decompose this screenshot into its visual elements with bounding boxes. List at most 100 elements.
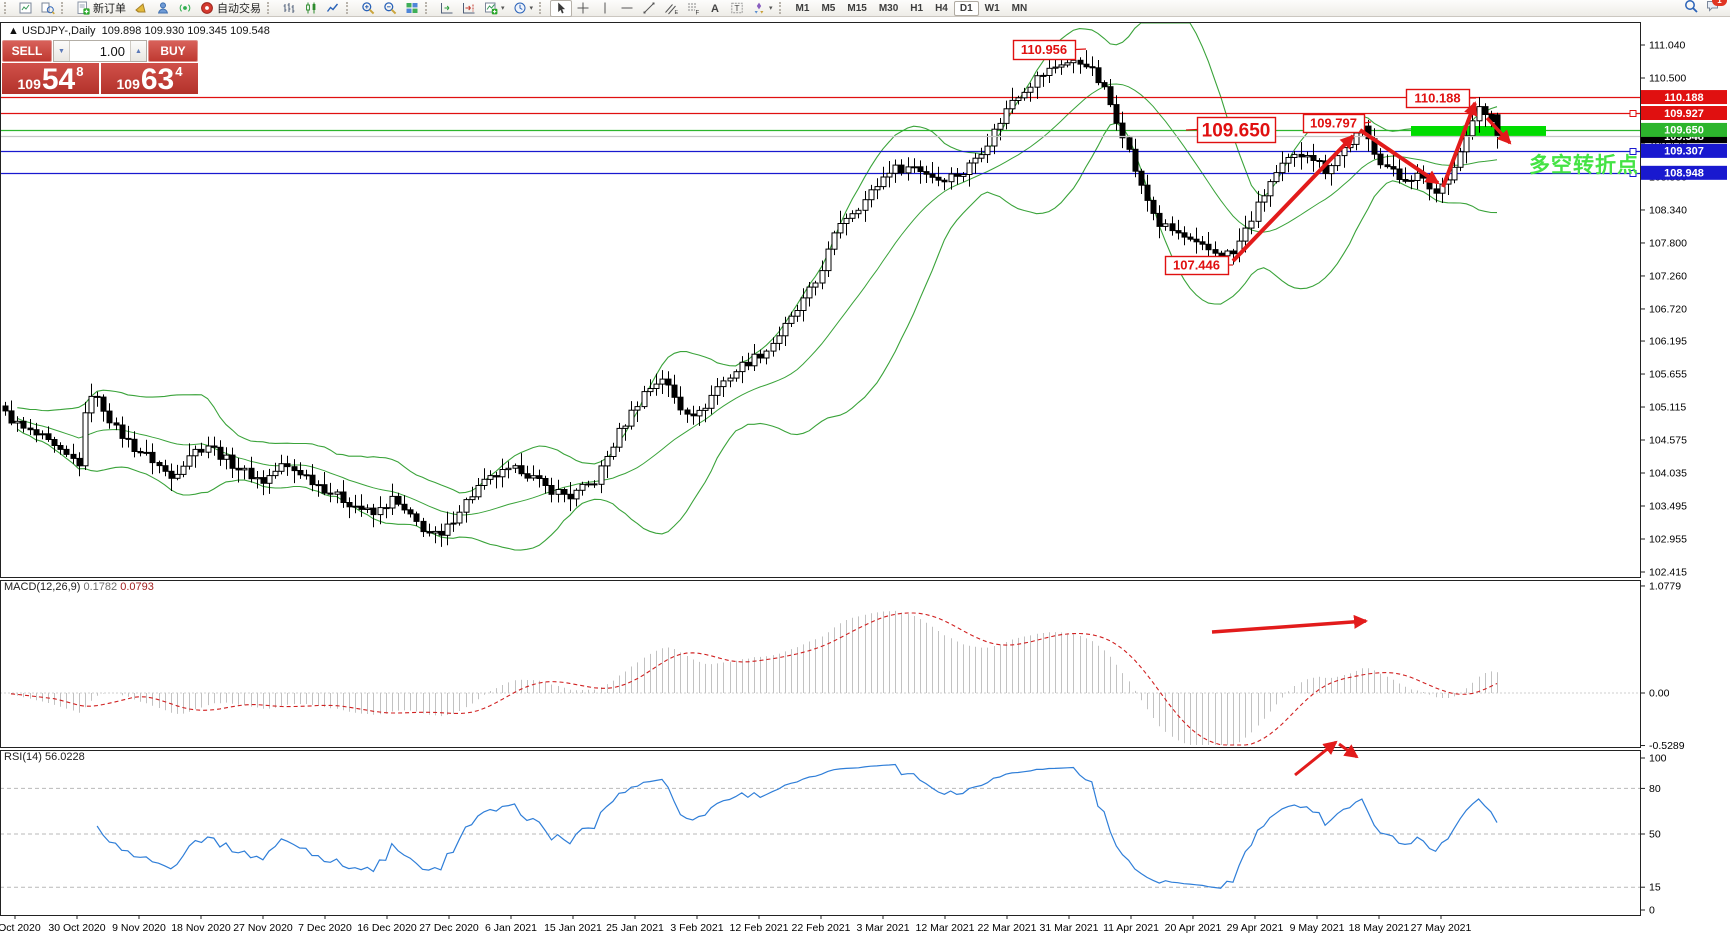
candle-body (555, 489, 562, 495)
candle-body (1285, 157, 1292, 164)
fibonacci-icon[interactable]: F (682, 0, 704, 17)
profiles-icon[interactable] (37, 0, 59, 17)
candle-body (1126, 137, 1133, 150)
level-price-tag-110.188[interactable] (1641, 90, 1727, 105)
candle-body (1015, 97, 1022, 102)
candle-body (855, 209, 862, 215)
zoom-in-icon[interactable] (357, 0, 379, 17)
candle-body (450, 522, 457, 525)
new-chart-icon[interactable] (15, 0, 37, 17)
line-handle[interactable] (1629, 148, 1637, 155)
candle-body (941, 179, 948, 183)
volume-decrease-button[interactable]: ▼ (54, 41, 70, 61)
cursor-icon[interactable] (550, 0, 573, 17)
trend-arrow[interactable] (1294, 740, 1338, 777)
vertical-line-icon[interactable] (594, 0, 616, 17)
date-axis-label: 27 Dec 2020 (419, 922, 479, 934)
candle-body (162, 465, 169, 472)
equidistant-channel-icon[interactable]: E (660, 0, 682, 17)
history-center-icon[interactable] (130, 0, 152, 17)
level-price-tag-108.948[interactable] (1641, 165, 1727, 180)
candle-body (671, 384, 678, 398)
timeframe-w1[interactable]: W1 (984, 2, 1000, 14)
candle-body (1095, 67, 1102, 84)
price-callout-box[interactable] (1164, 255, 1230, 276)
timeframe-m1[interactable]: M1 (795, 2, 810, 14)
timeframe-m15[interactable]: M15 (847, 2, 867, 14)
level-price-tag-110.188-text: 110.188 (1664, 92, 1703, 104)
tile-windows-icon[interactable] (401, 0, 423, 17)
crosshair-icon[interactable] (572, 0, 594, 17)
sell-button[interactable]: SELL (2, 40, 52, 62)
candle-body (1402, 179, 1409, 182)
level-price-tag-109.650[interactable] (1641, 122, 1727, 137)
line-chart-icon[interactable] (322, 0, 344, 17)
candle-body (1150, 199, 1157, 214)
auto-scroll-icon[interactable] (436, 0, 458, 17)
timeframe-h1[interactable]: H1 (910, 2, 924, 14)
bull-bear-turning-point-annotation[interactable]: 多空转折点 (1529, 154, 1639, 177)
trend-arrow[interactable] (1441, 101, 1478, 188)
green-highlight-zone[interactable] (1411, 126, 1546, 136)
chart-shift-icon[interactable] (458, 0, 480, 17)
price-callout-box[interactable] (1196, 116, 1277, 144)
volume-increase-button[interactable]: ▲ (130, 41, 146, 61)
signals-icon[interactable] (174, 0, 196, 17)
candle-body (1230, 250, 1237, 255)
annotation-arrows[interactable] (1211, 101, 1512, 777)
timeframe-h4[interactable]: H4 (935, 2, 948, 14)
trend-arrow[interactable] (1485, 116, 1512, 145)
price-callout-box[interactable] (1012, 39, 1077, 61)
notifications-icon[interactable]: 1 (1706, 0, 1727, 18)
price-tags: 109.548110.188109.927109.307108.948109.6… (1641, 90, 1727, 180)
trend-arrow[interactable] (1338, 742, 1359, 759)
price-callout-box[interactable] (1302, 113, 1366, 134)
zoom-out-icon[interactable] (379, 0, 401, 17)
candle-body (370, 507, 377, 516)
line-handle[interactable] (1629, 170, 1637, 177)
level-price-tag-109.927[interactable] (1641, 106, 1727, 121)
timeframe-d1[interactable]: D1 (953, 0, 979, 16)
main-pane-frame (0, 22, 1641, 578)
candle-body (898, 164, 905, 174)
arrows-icon[interactable]: ▾ (748, 0, 777, 17)
timeframe-m5[interactable]: M5 (821, 2, 836, 14)
price-callout-text: 110.956 (1021, 42, 1067, 57)
autotrading-button[interactable]: 自动交易 (196, 0, 265, 17)
text-label-icon[interactable]: T (726, 0, 748, 17)
timeframe-m30[interactable]: M30 (878, 2, 899, 14)
symbol-name: USDJPY-,Daily (21, 25, 96, 37)
candle-body (1353, 132, 1360, 145)
text-icon[interactable]: A (704, 0, 726, 17)
line-handle[interactable] (1629, 110, 1637, 117)
candle-body (714, 386, 721, 396)
level-price-tag-109.307[interactable] (1641, 143, 1727, 158)
buy-button[interactable]: BUY (148, 40, 198, 62)
periods-icon[interactable]: ▾ (509, 0, 538, 17)
trend-arrow[interactable] (1358, 128, 1440, 185)
volume-input[interactable]: 1.00 (99, 43, 125, 59)
buy-big-figure: 109 (116, 76, 140, 92)
trend-arrow[interactable] (1231, 134, 1355, 263)
trend-arrow[interactable] (1211, 614, 1368, 634)
candle-body (260, 477, 267, 484)
new-order-button[interactable]: 新订单 (72, 0, 130, 17)
price-callout-box[interactable] (1405, 88, 1471, 109)
date-axis-label: 20 Apr 2021 (1165, 922, 1222, 934)
candle-body (125, 437, 132, 440)
buy-price-display[interactable]: 109 63 4 (101, 63, 198, 95)
search-icon[interactable] (1684, 0, 1698, 18)
candle-body (113, 422, 120, 426)
horizontal-line-icon[interactable] (616, 0, 638, 17)
community-icon[interactable] (152, 0, 174, 17)
timeframe-mn[interactable]: MN (1011, 2, 1028, 14)
trendline-icon[interactable] (638, 0, 660, 17)
candle-body (383, 507, 390, 510)
price-callouts[interactable]: 110.956 109.650 109.797 110.188 107.446 (1012, 39, 1477, 276)
candle-body (972, 157, 979, 164)
candle-body (303, 474, 310, 477)
bar-chart-icon[interactable] (278, 0, 300, 17)
candlestick-chart-icon[interactable] (300, 0, 322, 17)
sell-price-display[interactable]: 109 54 8 (2, 63, 99, 95)
templates-icon[interactable]: ▾ (480, 0, 509, 17)
